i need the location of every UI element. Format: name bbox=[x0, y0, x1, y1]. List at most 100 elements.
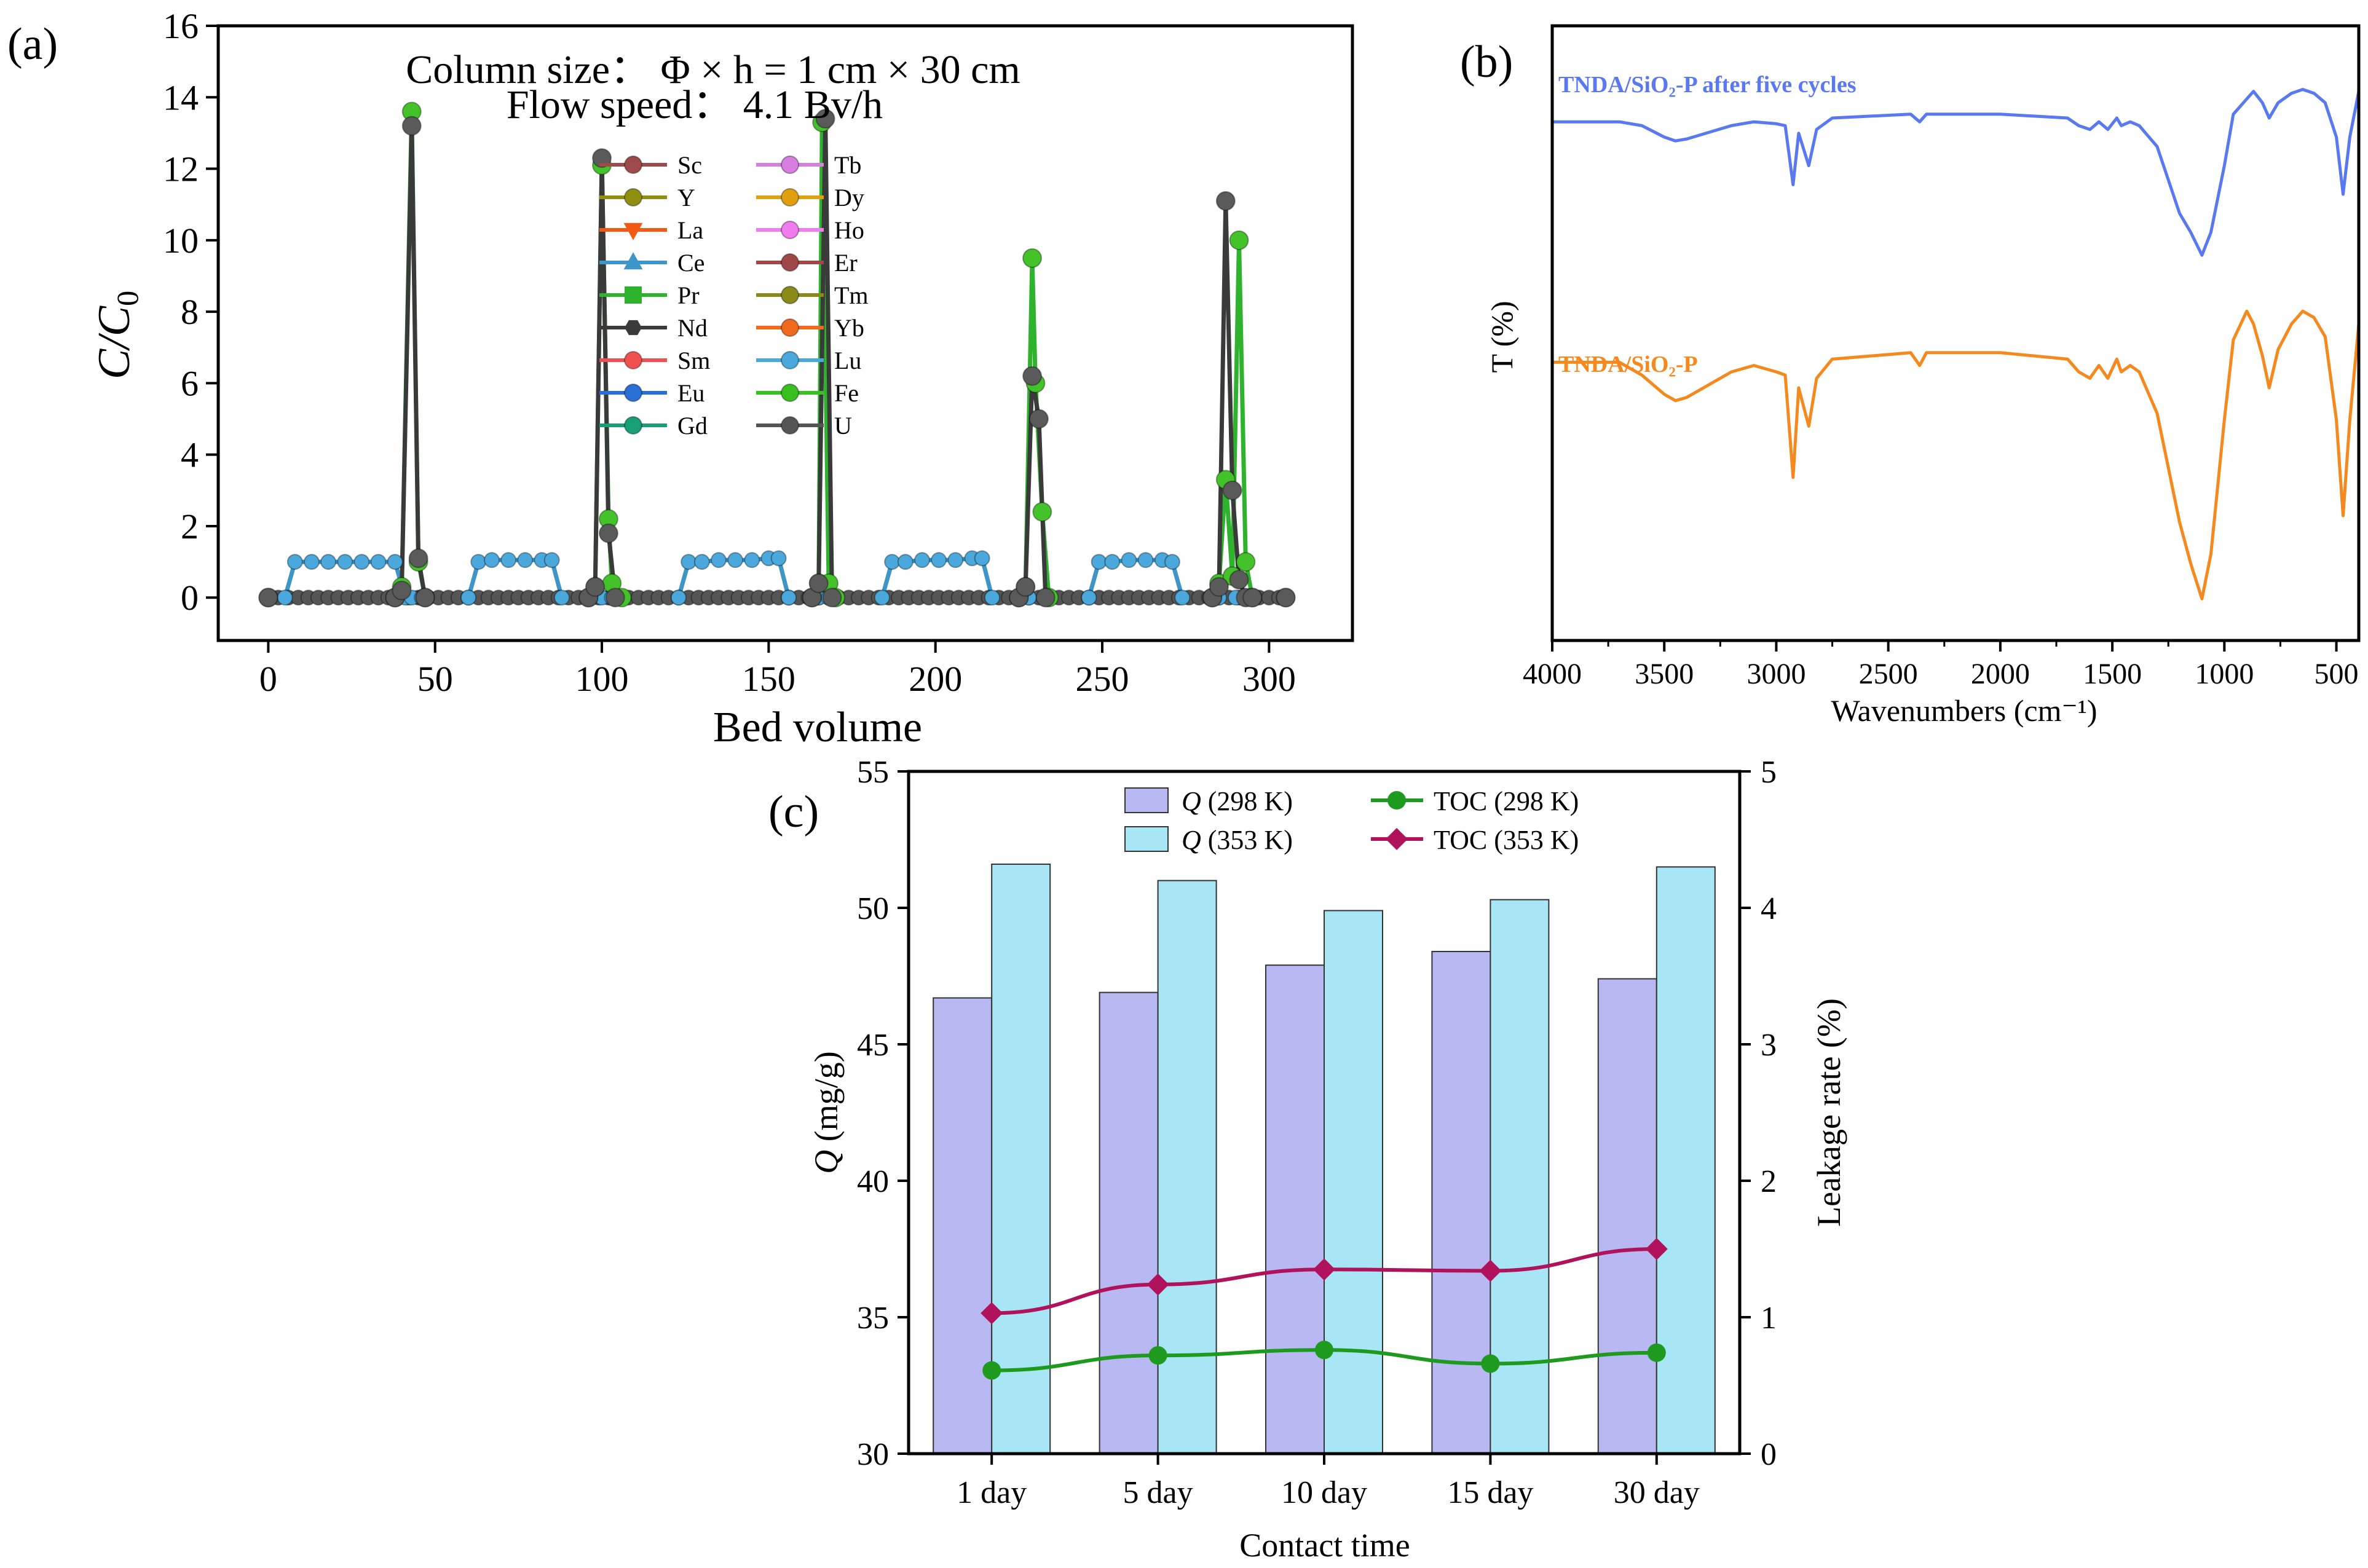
panel-a-legend-label: Ho bbox=[834, 216, 864, 244]
panel-a-legend-marker bbox=[781, 221, 799, 239]
panel-a-legend-marker bbox=[781, 253, 799, 272]
panel-a-point-lu bbox=[286, 554, 303, 570]
panel-a-point-u bbox=[815, 109, 835, 129]
panel-a-ylabel-denominator: C bbox=[89, 305, 140, 336]
panel-a-point-u bbox=[1022, 366, 1043, 386]
panel-c-bar-q298 bbox=[1431, 951, 1491, 1455]
panel-a-point-lu bbox=[543, 552, 560, 569]
panel-a-xtick-label: 200 bbox=[909, 659, 962, 699]
panel-c-ytick-right-label: 5 bbox=[1761, 755, 1777, 790]
panel-a-point-lu bbox=[370, 554, 387, 570]
panel-c-ytick-left-label: 55 bbox=[857, 755, 889, 790]
panel-a-point-lu bbox=[744, 552, 760, 569]
panel-a-xtick-label: 300 bbox=[1242, 659, 1296, 699]
panel-a-point-lu bbox=[670, 589, 687, 606]
panel-a-point-lu bbox=[897, 554, 914, 570]
panel-c-bars bbox=[933, 863, 1716, 1455]
panel-b-spectrum-after-cycles bbox=[1552, 88, 2361, 257]
panel-a-point-lu bbox=[874, 589, 890, 606]
panel-c-ytick-left-label: 35 bbox=[857, 1301, 889, 1336]
panel-c-point-toc353 bbox=[1645, 1238, 1668, 1260]
panel-b-xtick-label: 3000 bbox=[1746, 658, 1806, 690]
panel-c-legend-label: Q (353 K) bbox=[1182, 825, 1293, 855]
panel-c-point-toc298 bbox=[1315, 1341, 1333, 1360]
panel-a-point-lu bbox=[277, 589, 293, 606]
panel-a-point-u bbox=[1215, 191, 1236, 211]
panel-a-point-lu bbox=[470, 554, 487, 570]
panel-b-series bbox=[1552, 88, 2361, 601]
panel-a-legend-label: Eu bbox=[677, 379, 704, 407]
panel-c-ytick-right-label: 3 bbox=[1761, 1028, 1777, 1063]
panel-a-point-lu bbox=[1081, 589, 1097, 606]
panel-a-legend-label: Pr bbox=[677, 282, 700, 309]
panel-c-legend: Q (298 K) Q (353 K) TOC (298 K) TOC (353 K) bbox=[1124, 786, 1579, 855]
panel-a-point-lu bbox=[353, 554, 370, 570]
panel-b-xtick-label: 3500 bbox=[1635, 658, 1694, 690]
panel-a-point-u bbox=[808, 573, 829, 593]
panel-c-ytick-left-label: 50 bbox=[857, 891, 889, 926]
panel-c-lines bbox=[981, 1238, 1668, 1380]
panel-c-frame bbox=[907, 770, 1742, 1456]
panel-a-point-lu bbox=[460, 589, 476, 606]
panel-a-legend-label: Tb bbox=[834, 151, 861, 179]
panel-a-legend-label: U bbox=[834, 412, 852, 439]
panel-a-xtick-label: 150 bbox=[742, 659, 795, 699]
panel-a-legend-label: Er bbox=[834, 249, 858, 277]
panel-a-point-lu bbox=[320, 554, 337, 570]
panel-a-point-u bbox=[415, 588, 435, 608]
panel-c-legend-marker bbox=[1387, 791, 1406, 810]
panel-a-point-u bbox=[1229, 570, 1249, 590]
panel-c-ylabel-left-unit: (mg/g) bbox=[808, 1051, 845, 1149]
panel-c-bar-q298 bbox=[1099, 991, 1159, 1454]
panel-a-legend-marker bbox=[781, 156, 799, 174]
panel-a-point-lu bbox=[337, 554, 353, 570]
panel-a-legend-label: Y bbox=[677, 184, 695, 211]
panel-a-frame bbox=[216, 24, 1354, 642]
panel-a-point-fe bbox=[1229, 230, 1249, 250]
panel-a-legend-marker bbox=[781, 384, 799, 402]
panel-a-point-u bbox=[1016, 577, 1036, 597]
panel-a-ticks: 0 50 100 150 200 250 300 0 2 4 6 8 10 12 14 16 bbox=[163, 6, 1296, 699]
panel-c-point-toc298 bbox=[982, 1361, 1001, 1380]
panel-c-point-toc353 bbox=[981, 1302, 1003, 1325]
panel-a-point-u bbox=[1028, 409, 1049, 429]
panel-a-point-u bbox=[598, 523, 618, 543]
panel-b-series-bottom-label: TNDA/SiO₂-P bbox=[1558, 352, 1698, 377]
panel-a-xlabel: Bed volume bbox=[713, 704, 922, 751]
panel-a-point-lu bbox=[1164, 554, 1180, 570]
panel-a-point-u bbox=[1035, 588, 1056, 608]
panel-a-legend-marker bbox=[623, 252, 643, 270]
panel-c-point-toc298 bbox=[1148, 1346, 1167, 1365]
panel-a-legend-marker bbox=[781, 188, 799, 207]
panel-c-xtick-label: 1 day bbox=[957, 1475, 1027, 1510]
panel-a-line-u bbox=[268, 116, 1286, 600]
panel-c-ytick-right-label: 1 bbox=[1761, 1301, 1777, 1336]
panel-a-legend-marker bbox=[781, 318, 799, 337]
panel-a-point-u bbox=[1222, 480, 1242, 500]
panel-a-legend-label: Gd bbox=[677, 412, 708, 439]
panel-c-ytick-left-label: 30 bbox=[857, 1437, 889, 1472]
panel-a-ylabel-sub: 0 bbox=[110, 291, 144, 306]
panel-c-bar-q353 bbox=[1324, 910, 1383, 1454]
panel-a-legend-label: Fe bbox=[834, 379, 859, 407]
panel-a-legend-marker bbox=[624, 351, 642, 369]
panel-c-legend-label: Q (298 K) bbox=[1182, 786, 1293, 816]
panel-c-legend-marker bbox=[1386, 828, 1408, 850]
panel-a-point-lu bbox=[553, 589, 570, 606]
panel-a-column-size: Column size： Φ × h = 1 cm × 30 cm bbox=[406, 47, 1020, 92]
panel-a-point-u bbox=[822, 588, 842, 608]
panel-a-ytick-label: 12 bbox=[163, 149, 199, 189]
panel-a-point-lu bbox=[727, 552, 744, 569]
panel-a-point-lu bbox=[1091, 554, 1107, 570]
panel-a-chart: (a) 0 50 100 150 200 250 300 0 2 4 6 8 10 12 14 16 Colu… bbox=[7, 6, 1354, 751]
panel-a-legend-label: La bbox=[677, 216, 703, 244]
panel-a-legend-label: Ce bbox=[677, 249, 704, 277]
panel-a-legend-label: Sc bbox=[677, 151, 702, 179]
panel-c-bar-q298 bbox=[1597, 978, 1657, 1454]
panel-a-point-fe bbox=[1032, 502, 1052, 522]
panel-b-frame bbox=[1550, 24, 2361, 642]
panel-a-xtick-label: 0 bbox=[259, 659, 277, 699]
panel-a-point-fe bbox=[1236, 552, 1256, 572]
panel-a-point-lu bbox=[681, 554, 697, 570]
